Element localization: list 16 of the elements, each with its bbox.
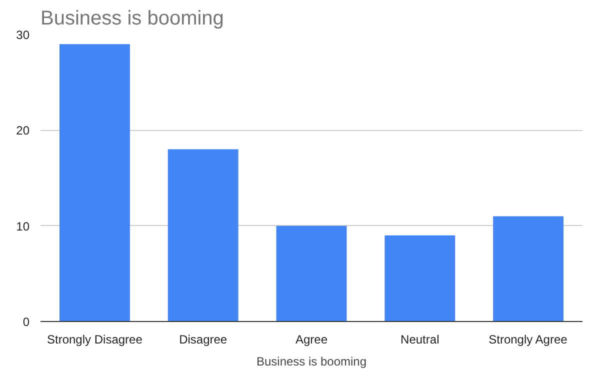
x-tick-label: Strongly Agree [488,332,568,346]
y-tick-label: 10 [16,219,30,234]
x-tick-label: Disagree [179,332,228,346]
y-tick-label: 30 [16,28,30,42]
y-tick-label: 0 [22,315,30,329]
bar [276,226,347,322]
x-tick-label: Strongly Disagree [47,332,143,346]
x-tick-label: Agree [295,332,328,346]
x-axis-title: Business is booming [256,354,367,368]
bar [59,44,130,322]
y-tick-label: 20 [16,124,30,138]
bar [384,235,456,322]
bar [493,216,564,322]
chart-title: Business is booming [40,8,224,30]
x-tick-label: Neutral [400,332,440,346]
bar [168,149,238,322]
